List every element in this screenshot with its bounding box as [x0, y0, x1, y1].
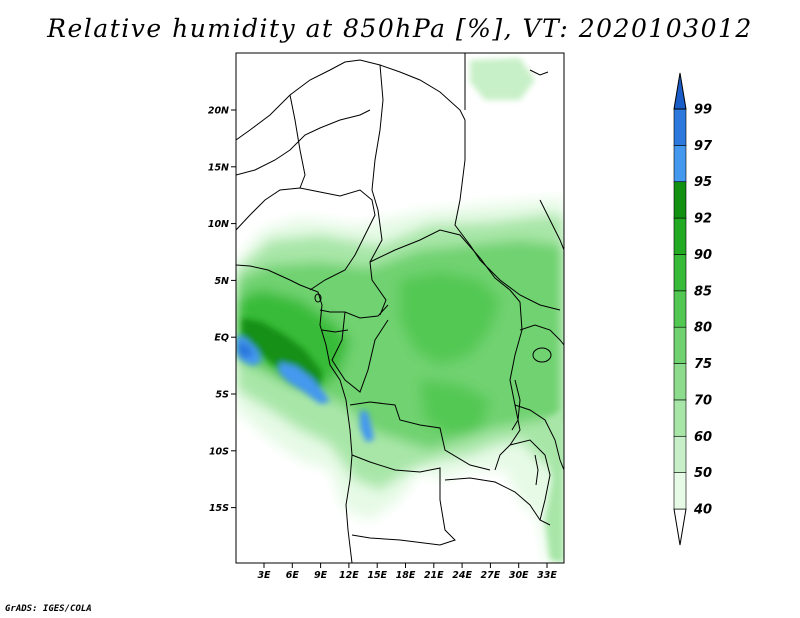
border-cameroon	[319, 304, 389, 319]
rh-band-85c	[420, 380, 490, 435]
country-borders	[236, 53, 564, 563]
lat-tick-label: 10N	[208, 219, 229, 230]
colorbar-segment	[673, 217, 687, 255]
border-niger	[289, 94, 306, 189]
colorbar-label: 92	[694, 212, 712, 227]
lat-tick-label: 15N	[208, 162, 229, 173]
colorbar-segment	[673, 399, 687, 437]
border-sahel-1	[236, 59, 466, 141]
colorbar-segment	[673, 181, 687, 219]
border-sahel-2	[236, 109, 371, 176]
colorbar: 40 50 60 70 75 80 85 90 92 95 97 99	[673, 72, 713, 546]
humidity-field	[236, 58, 564, 563]
colorbar-label: 97	[694, 139, 713, 154]
colorbar-segment	[673, 108, 687, 146]
colorbar-label: 40	[693, 503, 712, 518]
colorbar-label: 80	[694, 321, 712, 336]
colorbar-label: 70	[694, 393, 712, 408]
lon-tick-label: 33E	[537, 570, 557, 581]
colorbar-segment	[673, 363, 687, 401]
border-mozambique	[509, 439, 551, 521]
lon-tick-label: 15E	[367, 570, 387, 581]
border-uganda-kenya	[519, 324, 564, 346]
lon-tick-label: 18E	[396, 570, 416, 581]
border-chad	[369, 64, 387, 316]
lon-tick-label: 12E	[339, 570, 359, 581]
border-drc-south	[349, 401, 491, 471]
lat-tick-label: 5S	[216, 390, 230, 401]
border-nigeria	[236, 187, 376, 291]
border-ethiopia	[539, 199, 564, 251]
lon-tick-label: 21E	[424, 570, 444, 581]
lat-tick-label: EQ	[214, 333, 229, 344]
lon-tick-label: 24E	[452, 570, 472, 581]
colorbar-label: 75	[694, 357, 712, 372]
lat-tick-label: 20N	[208, 106, 229, 117]
rh-band-85b	[400, 272, 500, 365]
colorbar-label: 95	[694, 175, 712, 190]
rh-band-95-c	[360, 410, 374, 442]
lon-tick-label: 30E	[509, 570, 529, 581]
colorbar-high-triangle	[673, 72, 687, 110]
colorbar-segment	[673, 145, 687, 183]
lon-tick-label: 3E	[257, 570, 271, 581]
latitude-axis: 20N 15N 10N 5N EQ 5S 10S 15S	[208, 106, 236, 514]
lake-victoria	[532, 347, 552, 363]
colorbar-segment	[673, 435, 687, 473]
border-car	[369, 229, 521, 303]
footer-credit: GrADS: IGES/COLA	[5, 604, 92, 614]
lake-tanganyika	[511, 379, 521, 431]
lon-tick-label: 9E	[314, 570, 328, 581]
colorbar-label: 50	[694, 466, 712, 481]
border-coast-west	[236, 264, 353, 563]
rh-band-north-spot	[470, 58, 535, 100]
border-tanzania	[514, 404, 564, 471]
plot-frame	[235, 52, 565, 564]
lat-tick-label: 10S	[209, 446, 229, 457]
border-congo	[331, 311, 389, 393]
red-sea-coast	[529, 69, 549, 76]
lake-malawi	[534, 454, 539, 486]
colorbar-segment	[673, 472, 687, 510]
colorbar-segment	[673, 290, 687, 328]
colorbar-label: 60	[694, 430, 712, 445]
colorbar-segment	[673, 326, 687, 364]
lon-tick-label: 27E	[481, 570, 501, 581]
lat-tick-label: 15S	[209, 503, 229, 514]
colorbar-label: 99	[694, 103, 712, 118]
colorbar-label: 90	[694, 248, 712, 263]
longitude-axis: 3E 6E 9E 12E 15E 18E 21E 24E 27E 30E 33E	[257, 563, 557, 581]
lat-tick-label: 5N	[214, 276, 229, 287]
rh-band-95-b	[278, 362, 330, 404]
lon-tick-label: 6E	[286, 570, 300, 581]
colorbar-low-triangle	[673, 508, 687, 546]
colorbar-label: 85	[694, 284, 712, 299]
lake-chad	[314, 293, 322, 303]
map-title: Relative humidity at 850hPa [%], VT: 202…	[47, 14, 753, 43]
border-angola	[351, 454, 456, 546]
colorbar-segment	[673, 254, 687, 292]
border-gabon	[321, 329, 349, 333]
rh-band-97	[238, 342, 254, 358]
